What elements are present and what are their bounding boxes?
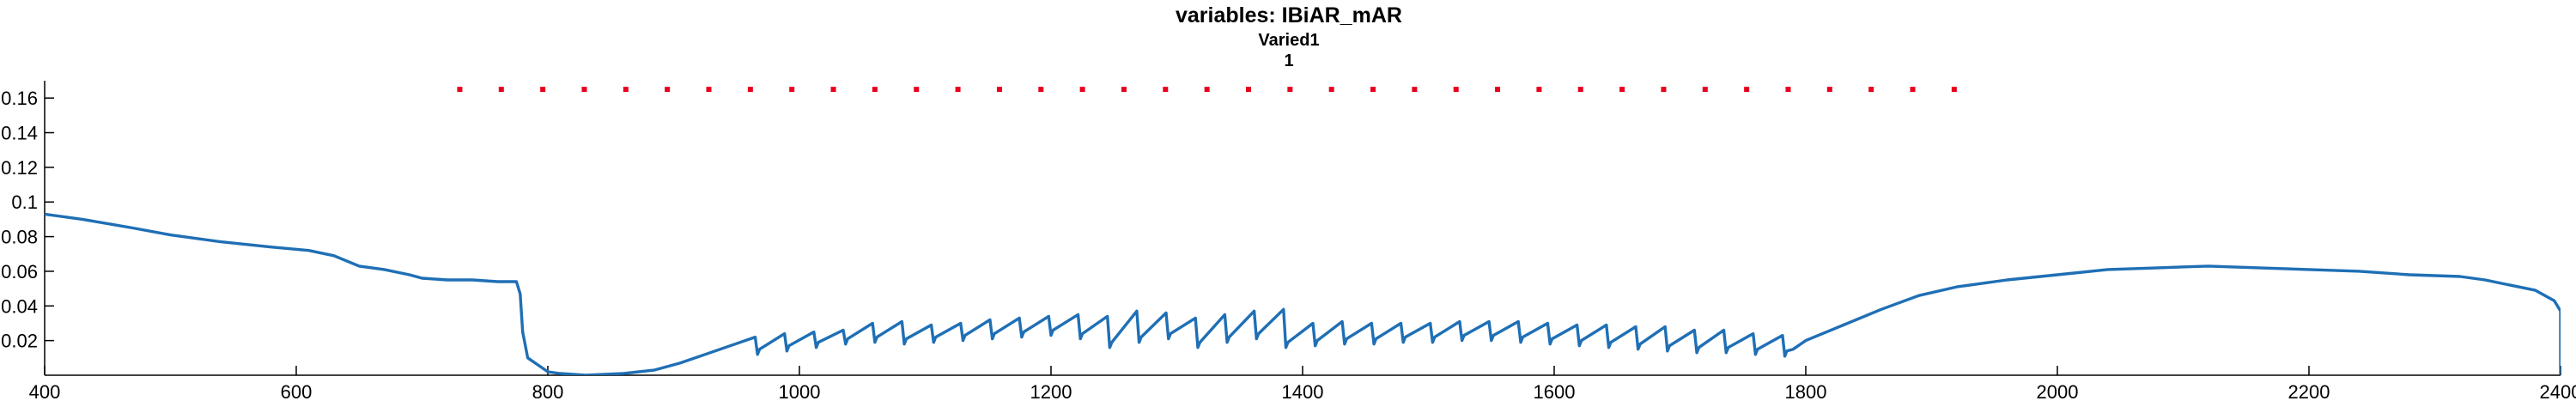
x-tick-label: 1600 bbox=[1534, 381, 1576, 403]
x-tick-label: 600 bbox=[281, 381, 313, 403]
x-tick-label: 400 bbox=[29, 381, 61, 403]
y-tick-label: 0.08 bbox=[1, 227, 38, 248]
marker-point bbox=[1453, 87, 1459, 93]
x-tick-label: 800 bbox=[532, 381, 564, 403]
series-layer bbox=[45, 87, 2561, 375]
marker-point bbox=[1163, 87, 1169, 93]
marker-point bbox=[747, 87, 753, 93]
x-tick-label: 1200 bbox=[1030, 381, 1072, 403]
marker-point bbox=[1702, 87, 1708, 93]
marker-point bbox=[1661, 87, 1667, 93]
y-tick-label: 0.16 bbox=[1, 88, 38, 109]
x-tick-label: 2000 bbox=[2037, 381, 2079, 403]
marker-point bbox=[830, 87, 836, 93]
marker-point bbox=[914, 87, 920, 93]
marker-point bbox=[1785, 87, 1791, 93]
marker-point bbox=[457, 87, 463, 93]
marker-point bbox=[623, 87, 629, 93]
series-line bbox=[45, 212, 2561, 375]
marker-point bbox=[1370, 87, 1376, 93]
marker-point bbox=[955, 87, 961, 93]
y-tick-label: 0.14 bbox=[1, 123, 38, 144]
marker-point bbox=[498, 87, 504, 93]
marker-point bbox=[1744, 87, 1750, 93]
chart-title: variables: IBiAR_mAR bbox=[1176, 3, 1402, 27]
marker-point bbox=[1868, 87, 1874, 93]
y-tick-label: 0.04 bbox=[1, 295, 38, 317]
marker-point bbox=[1287, 87, 1293, 93]
marker-point bbox=[540, 87, 546, 93]
x-tick-label: 1400 bbox=[1282, 381, 1324, 403]
marker-point bbox=[1121, 87, 1127, 93]
marker-point bbox=[996, 87, 1002, 93]
marker-point bbox=[1079, 87, 1085, 93]
x-tick-label: 2200 bbox=[2288, 381, 2330, 403]
marker-point bbox=[1495, 87, 1501, 93]
marker-point bbox=[1246, 87, 1252, 93]
axes: 400 600 800 1000 1200 1400 1600 1800 2000 2200 240… bbox=[1, 81, 2576, 403]
chart-subtitle-index: 1 bbox=[1284, 52, 1293, 70]
marker-point bbox=[581, 87, 587, 93]
marker-point bbox=[1412, 87, 1418, 93]
x-tick-label: 1800 bbox=[1785, 381, 1827, 403]
y-tick-label: 0.1 bbox=[11, 191, 38, 213]
marker-point bbox=[1951, 87, 1957, 93]
marker-point bbox=[706, 87, 712, 93]
marker-point bbox=[1204, 87, 1210, 93]
x-tick-label: 1000 bbox=[779, 381, 821, 403]
marker-point bbox=[1910, 87, 1916, 93]
marker-point bbox=[789, 87, 795, 93]
marker-point bbox=[1328, 87, 1334, 93]
marker-point bbox=[1577, 87, 1583, 93]
marker-point bbox=[665, 87, 671, 93]
marker-point bbox=[1536, 87, 1542, 93]
marker-point bbox=[1619, 87, 1625, 93]
marker-point bbox=[1038, 87, 1044, 93]
y-tick-label: 0.06 bbox=[1, 261, 38, 282]
marker-point bbox=[872, 87, 878, 93]
chart-subtitle: Varied1 bbox=[1258, 31, 1319, 50]
y-tick-label: 0.02 bbox=[1, 331, 38, 352]
marker-point bbox=[1826, 87, 1832, 93]
y-tick-label: 0.12 bbox=[1, 157, 38, 179]
